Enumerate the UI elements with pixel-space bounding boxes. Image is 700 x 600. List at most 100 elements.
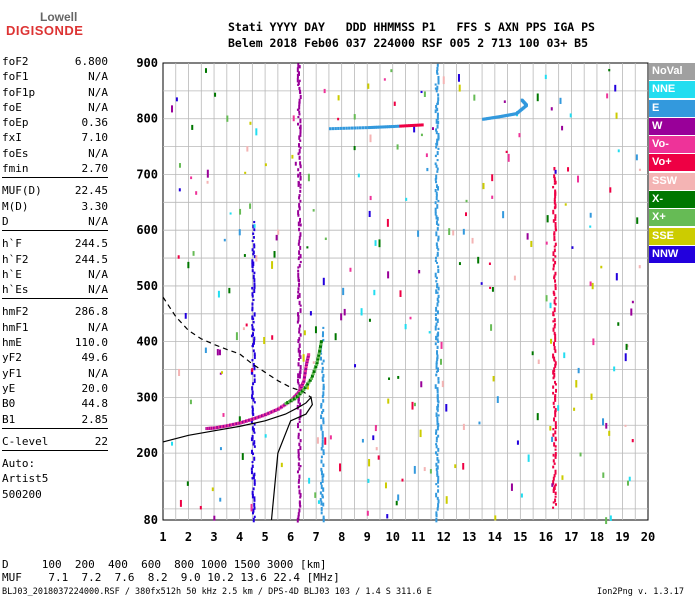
echo-mark [321, 362, 324, 365]
echo-mark [516, 440, 519, 445]
echo-mark [253, 338, 256, 342]
echo-mark [299, 446, 302, 450]
echo-mark [554, 323, 557, 326]
echo-mark [405, 197, 408, 201]
x-trace-point [284, 401, 288, 405]
echo-mark [434, 342, 437, 346]
o-trace-point [243, 420, 247, 424]
echo-mark [554, 222, 557, 227]
echo-mark [577, 175, 580, 183]
echo-mark [553, 299, 556, 305]
echo-mark [366, 510, 369, 516]
x-trace-point [306, 382, 310, 386]
echo-mark [298, 196, 301, 200]
echo-mark [299, 245, 302, 250]
echo-mark [436, 283, 439, 288]
echo-mark [298, 458, 301, 461]
echo-mark [386, 218, 389, 227]
echo-mark [320, 481, 323, 485]
echo-mark [322, 449, 325, 454]
echo-mark [434, 178, 437, 181]
echo-mark [608, 430, 611, 436]
echo-mark [553, 442, 556, 447]
echo-mark [299, 128, 302, 134]
echo-mark [437, 186, 440, 191]
echo-mark [298, 149, 301, 154]
echo-mark [435, 440, 438, 443]
echo-mark [171, 105, 174, 113]
echo-mark [478, 421, 481, 425]
echo-mark [322, 373, 325, 378]
echo-mark [384, 482, 387, 489]
echo-mark [554, 445, 557, 448]
echo-mark [251, 490, 254, 495]
echo-mark [452, 230, 455, 236]
echo-mark [241, 453, 244, 460]
echo-mark [253, 456, 256, 461]
echo-mark [297, 358, 300, 361]
o-trace-point [222, 424, 226, 428]
echo-mark [252, 224, 255, 229]
echo-mark [437, 447, 440, 452]
echo-mark [436, 159, 439, 162]
echo-mark [298, 352, 301, 357]
echo-mark [553, 380, 556, 384]
echo-mark [436, 345, 439, 349]
echo-mark [320, 511, 323, 515]
echo-mark [441, 380, 444, 388]
oblique-trace-point [392, 124, 396, 128]
oblique-trace-point [334, 127, 337, 131]
echo-mark [437, 327, 440, 331]
echo-mark [552, 370, 555, 375]
legend-item: Vo+ [649, 154, 695, 172]
echo-mark [299, 496, 302, 499]
echo-mark [253, 496, 256, 501]
oblique-trace-point [403, 124, 407, 128]
profile-solid-line [162, 396, 313, 521]
echo-mark [442, 76, 445, 85]
echo-mark [291, 154, 294, 159]
echo-mark [435, 104, 438, 109]
param-value: 3.30 [81, 199, 109, 213]
x-tick-label: 4 [236, 530, 243, 544]
echo-mark [297, 173, 300, 178]
echo-mark [298, 489, 301, 495]
echo-mark [297, 315, 300, 319]
param-row: h`F 244.5 [2, 236, 160, 251]
echo-mark [553, 485, 556, 490]
echo-mark [606, 93, 609, 99]
echo-mark [299, 413, 302, 419]
echo-mark [518, 133, 521, 138]
echo-mark [435, 436, 438, 441]
echo-mark [298, 343, 301, 348]
oblique-trace-point [487, 116, 490, 120]
o-trace-point [270, 410, 274, 414]
echo-mark [552, 391, 555, 395]
echo-mark [401, 478, 404, 482]
x-trace-point [304, 384, 308, 388]
axis-ticks: 1 2 3 4 5 6 7 8 9 10 11 12 13 14 15 16 17 18 19 20802003004… [136, 56, 655, 544]
echo-mark [250, 420, 253, 424]
echo-mark [226, 115, 229, 122]
o-trace-point [236, 421, 240, 425]
echo-mark [296, 517, 299, 523]
echo-mark [299, 139, 302, 142]
echo-mark [297, 221, 300, 227]
x-trace-point [318, 347, 322, 351]
echo-mark [436, 216, 439, 221]
o-trace-point [240, 420, 244, 424]
echo-mark [297, 396, 300, 402]
param-value: 22 [94, 434, 108, 448]
x-trace-point [314, 365, 318, 369]
echo-mark [319, 497, 322, 502]
echo-mark [252, 349, 255, 353]
echo-mark [253, 431, 256, 434]
echo-mark [435, 492, 438, 498]
param-label: foEs [2, 146, 29, 160]
echo-mark [437, 434, 440, 438]
echo-mark [437, 331, 440, 337]
echo-mark [249, 203, 252, 209]
echo-mark [436, 507, 439, 511]
param-label: B1 [2, 412, 16, 426]
